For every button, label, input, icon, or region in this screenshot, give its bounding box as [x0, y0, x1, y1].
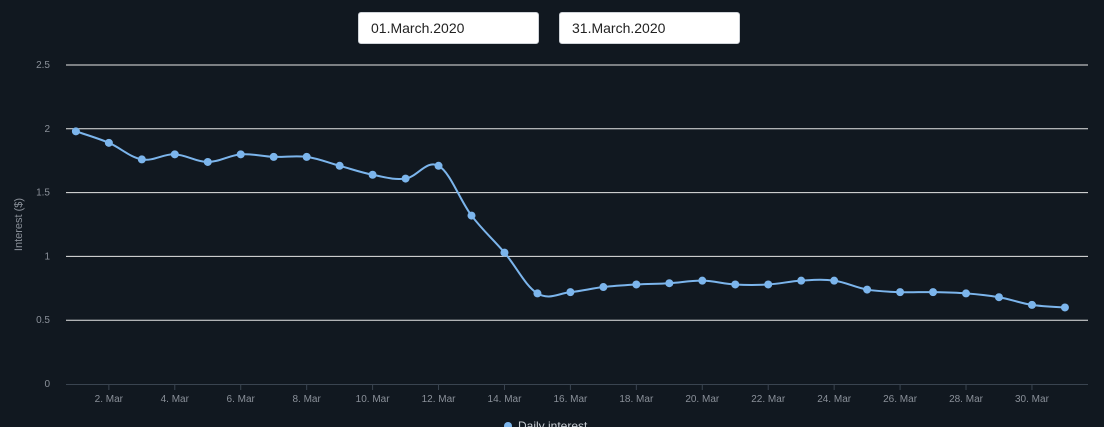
legend-label: Daily interest	[518, 419, 588, 427]
x-tick-label: 6. Mar	[227, 394, 256, 405]
data-point	[797, 276, 806, 285]
data-point	[632, 280, 641, 289]
data-point	[269, 152, 278, 161]
data-point	[170, 150, 179, 159]
x-tick-label: 20. Mar	[685, 394, 720, 405]
data-point	[302, 152, 311, 161]
data-point	[236, 150, 245, 159]
data-point	[434, 161, 443, 170]
data-point	[1027, 300, 1036, 309]
data-point	[994, 293, 1003, 302]
x-tick-label: 30. Mar	[1015, 394, 1050, 405]
x-tick-label: 8. Mar	[292, 394, 321, 405]
data-point	[71, 127, 80, 136]
x-tick-label: 2. Mar	[95, 394, 124, 405]
data-point	[467, 211, 476, 220]
x-tick-label: 24. Mar	[817, 394, 852, 405]
x-tick-label: 16. Mar	[553, 394, 588, 405]
y-tick-label: 0	[44, 379, 50, 390]
y-tick-label: 1	[44, 251, 50, 262]
data-point	[104, 138, 113, 147]
y-axis-title: Interest ($)	[13, 198, 25, 251]
data-point	[599, 283, 608, 292]
y-tick-label: 0.5	[36, 315, 50, 326]
x-tick-label: 28. Mar	[949, 394, 984, 405]
data-point	[1060, 303, 1069, 312]
data-point	[137, 155, 146, 164]
data-point	[731, 280, 740, 289]
y-tick-label: 1.5	[36, 188, 50, 199]
data-point	[929, 288, 938, 297]
x-tick-label: 18. Mar	[619, 394, 654, 405]
x-tick-label: 14. Mar	[488, 394, 523, 405]
x-tick-label: 26. Mar	[883, 394, 918, 405]
y-tick-label: 2	[44, 124, 50, 135]
data-point	[500, 248, 509, 257]
x-tick-label: 22. Mar	[751, 394, 786, 405]
end-date-input[interactable]	[559, 12, 740, 44]
data-point	[401, 174, 410, 183]
data-point	[533, 289, 542, 298]
y-tick-label: 2.5	[36, 60, 50, 71]
data-point	[368, 170, 377, 179]
data-point	[764, 280, 773, 289]
data-point	[203, 157, 212, 166]
x-tick-label: 12. Mar	[422, 394, 457, 405]
data-point	[698, 276, 707, 285]
data-point	[566, 288, 575, 297]
series-line	[75, 130, 1065, 309]
x-tick-label: 4. Mar	[161, 394, 190, 405]
x-tick-label: 10. Mar	[356, 394, 391, 405]
data-point	[830, 276, 839, 285]
data-point	[863, 285, 872, 294]
data-point	[896, 288, 905, 297]
start-date-input[interactable]	[358, 12, 539, 44]
data-point	[962, 289, 971, 298]
legend-marker	[504, 422, 512, 427]
data-point	[665, 279, 674, 288]
data-point	[335, 161, 344, 170]
